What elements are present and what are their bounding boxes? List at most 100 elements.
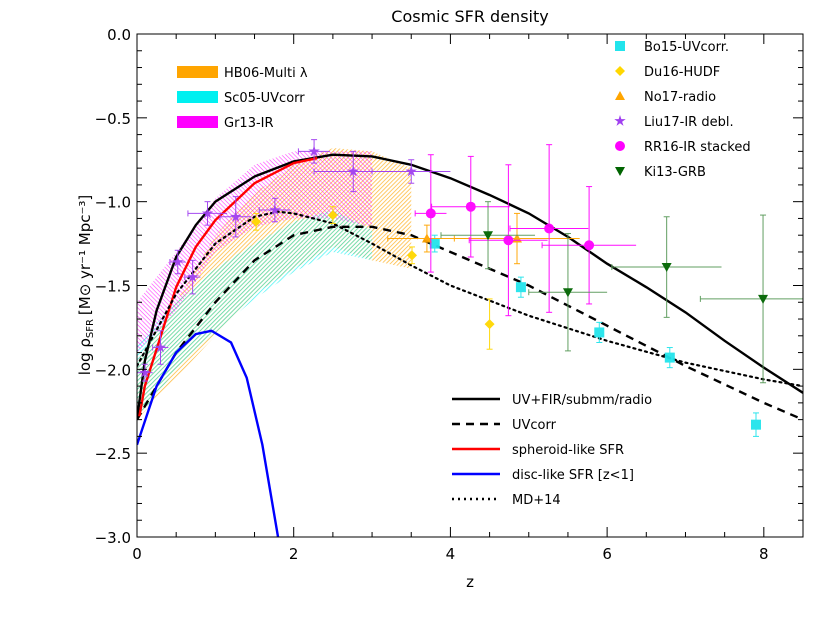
marker-circle <box>465 201 476 212</box>
marker-circle <box>425 208 436 219</box>
data-point-circle <box>541 186 637 305</box>
legend-label: UVcorr <box>512 418 557 433</box>
legend-swatch-band <box>177 66 218 78</box>
marker-circle <box>584 240 595 251</box>
data-point-circle <box>468 164 548 317</box>
legend-label: Du16-HUDF <box>644 65 720 80</box>
y-axis-label: log ρSFR[M⊙ yr⁻¹ Mpc⁻³] <box>76 195 96 376</box>
marker-diamond <box>484 319 495 330</box>
data-point-diamond <box>484 298 495 350</box>
data-point-square <box>594 321 605 344</box>
marker-square <box>594 327 605 338</box>
marker-star <box>230 210 242 222</box>
curve-3 <box>137 329 280 537</box>
legend-label: spheroid-like SFR <box>512 443 624 458</box>
data-point-square <box>750 412 761 437</box>
y-tick-label: −2.0 <box>95 361 131 379</box>
curve-2 <box>138 156 318 417</box>
data-point-star <box>184 259 201 295</box>
x-tick-label: 6 <box>602 545 612 563</box>
legend-points: Bo15-UVcorr. Du16-HUDF No17-radio Liu17-IR … <box>614 40 751 180</box>
marker-star <box>347 165 359 177</box>
marker-circle <box>503 235 514 246</box>
marker-triangle-down <box>483 231 494 241</box>
data-point-triangle-down <box>699 214 803 384</box>
chart-title: Cosmic SFR density <box>391 7 548 26</box>
data-point-star <box>187 201 228 226</box>
data-point-diamond <box>251 212 262 231</box>
legend-marker-star <box>614 115 626 126</box>
legend-label: Sc05-UVcorr <box>224 91 305 106</box>
data-point-diamond <box>327 206 338 224</box>
data-point-square <box>429 234 440 253</box>
marker-square <box>515 282 526 293</box>
marker-square <box>750 419 761 430</box>
marker-triangle-down <box>758 294 769 304</box>
marker-diamond <box>327 210 338 221</box>
data-point-star <box>136 363 153 382</box>
data-point-star <box>371 159 451 184</box>
y-tick-label: −2.5 <box>95 445 131 463</box>
points-layer <box>136 139 803 437</box>
data-point-triangle <box>453 212 580 265</box>
marker-triangle-down <box>661 263 672 273</box>
x-tick-label: 4 <box>446 545 456 563</box>
data-point-triangle-down <box>440 201 536 270</box>
data-point-star <box>152 330 169 365</box>
legend-label: No17-radio <box>644 90 716 105</box>
legend-swatch-band <box>177 91 218 103</box>
x-tick-label: 8 <box>759 545 769 563</box>
marker-circle <box>544 223 555 234</box>
marker-diamond <box>251 216 262 227</box>
marker-star <box>139 366 151 378</box>
marker-star <box>308 145 320 157</box>
y-tick-label: −3.0 <box>95 529 131 547</box>
curve-4 <box>137 210 803 388</box>
data-point-diamond <box>407 246 418 265</box>
marker-star <box>405 165 417 177</box>
legend-label: RR16-IR stacked <box>644 140 751 155</box>
legend-marker-triangle-down <box>615 167 625 176</box>
x-axis-label: z <box>466 573 474 591</box>
data-point-triangle <box>387 224 467 253</box>
y-tick-label: 0.0 <box>107 26 131 44</box>
data-point-triangle-down <box>528 233 608 352</box>
legend-marker-triangle <box>615 91 625 100</box>
band-gr13 <box>137 151 373 353</box>
legend-label: Bo15-UVcorr. <box>644 40 729 55</box>
legend-lines: UV+FIR/submm/radio UVcorr spheroid-like SF… <box>452 393 652 508</box>
data-point-square <box>515 276 526 298</box>
data-point-star <box>258 197 291 223</box>
y-tick-label: −0.5 <box>95 110 131 128</box>
marker-square <box>429 238 440 249</box>
marker-triangle <box>421 233 432 243</box>
x-tick-label: 2 <box>289 545 299 563</box>
data-point-star <box>219 196 252 238</box>
data-point-square <box>664 347 675 369</box>
data-point-star <box>297 139 330 164</box>
data-point-circle <box>509 144 589 313</box>
marker-star <box>172 256 184 267</box>
marker-star <box>269 204 281 215</box>
curve-1 <box>137 225 803 421</box>
y-tick-label: −1.0 <box>95 194 131 212</box>
marker-square <box>664 352 675 363</box>
marker-star <box>154 341 167 353</box>
marker-triangle-down <box>562 288 573 298</box>
legend-label: Ki13-GRB <box>644 165 706 180</box>
data-point-triangle-down <box>611 216 722 318</box>
legend-marker-square <box>615 41 625 51</box>
legend-label: MD+14 <box>512 493 561 508</box>
legend-bands: HB06-Multi λ Sc05-UVcorr Gr13-IR <box>177 66 308 131</box>
marker-diamond <box>407 250 418 261</box>
legend-label: HB06-Multi λ <box>224 66 308 81</box>
legend-marker-diamond <box>615 66 625 76</box>
axes-layer: 0 2 4 6 8 0.0 −0.5 −1.0 −1.5 −2.0 −2.5 −3.0 <box>95 26 804 563</box>
legend-label: Liu17-IR debl. <box>644 115 734 130</box>
legend-label: disc-like SFR [z<1] <box>512 468 634 483</box>
legend-label: Gr13-IR <box>224 116 274 131</box>
data-point-circle <box>414 154 447 273</box>
legend-label: UV+FIR/submm/radio <box>512 393 652 408</box>
